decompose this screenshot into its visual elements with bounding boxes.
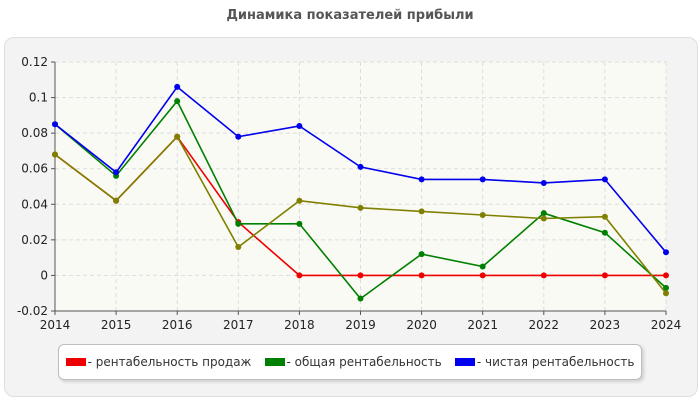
data-point: [235, 220, 242, 227]
y-tick-label: 0.08: [21, 126, 48, 140]
y-tick-label: 0.02: [21, 233, 48, 247]
data-point: [52, 121, 58, 128]
data-point: [357, 204, 364, 211]
data-point: [296, 220, 303, 227]
x-tick-label: 2022: [529, 318, 560, 332]
data-point: [601, 213, 608, 220]
x-tick-label: 2015: [101, 318, 132, 332]
data-point: [418, 176, 425, 183]
data-point: [479, 176, 486, 183]
data-point: [663, 249, 669, 256]
data-point: [113, 197, 120, 204]
data-point: [601, 176, 608, 183]
legend-item-sales-profitability: - рентабельность продаж: [65, 355, 252, 369]
data-point: [540, 215, 547, 222]
data-point: [296, 197, 303, 204]
y-tick-label: 0.06: [21, 162, 48, 176]
legend: - рентабельность продаж - общая рентабел…: [58, 344, 642, 380]
data-point: [601, 229, 608, 236]
data-point: [235, 243, 242, 250]
data-point: [663, 290, 669, 297]
data-point: [296, 123, 303, 130]
data-point: [540, 179, 547, 186]
series-lines: [52, 83, 669, 302]
data-point: [479, 211, 486, 218]
data-point: [663, 284, 669, 291]
legend-label: - рентабельность продаж: [87, 355, 252, 369]
plot-area: [55, 62, 666, 311]
data-point: [113, 169, 120, 176]
legend-item-net-profitability: - чистая рентабельность: [454, 355, 635, 369]
y-tick-label: 0.12: [21, 55, 48, 69]
data-point: [235, 133, 242, 140]
data-point: [479, 263, 486, 270]
data-point: [174, 133, 181, 140]
x-tick-label: 2016: [162, 318, 193, 332]
data-point: [663, 272, 669, 279]
x-tick-label: 2024: [651, 318, 682, 332]
legend-swatch-green: [264, 358, 285, 366]
x-tick-label: 2017: [223, 318, 254, 332]
data-point: [418, 208, 425, 215]
y-tick-label: 0.1: [29, 91, 48, 105]
x-axis-ticks: 2014 2015 2016 2017 2018 2019 2020 2021 2022 2023…: [40, 311, 682, 332]
data-point: [418, 272, 425, 279]
legend-label: - чистая рентабельность: [476, 355, 635, 369]
x-tick-label: 2018: [284, 318, 315, 332]
data-point: [296, 272, 303, 279]
data-point: [540, 272, 547, 279]
legend-swatch-red: [65, 358, 86, 366]
x-tick-label: 2020: [406, 318, 437, 332]
x-tick-label: 2019: [345, 318, 376, 332]
data-point: [174, 98, 181, 105]
data-point: [418, 251, 425, 258]
chart-title: Динамика показателей прибыли: [226, 8, 474, 23]
data-point: [357, 272, 364, 279]
data-point: [357, 295, 364, 302]
x-tick-label: 2021: [467, 318, 498, 332]
legend-item-total-profitability: - общая рентабельность: [264, 355, 442, 369]
y-tick-label: -0.02: [17, 304, 48, 318]
data-point: [357, 163, 364, 170]
data-point: [479, 272, 486, 279]
legend-swatch-blue: [454, 358, 475, 366]
data-point: [174, 83, 181, 90]
y-tick-label: 0: [40, 268, 48, 282]
y-axis-ticks: -0.02 0 0.02 0.04 0.06 0.08 0.1 0.12: [17, 55, 55, 318]
x-tick-label: 2014: [40, 318, 71, 332]
data-point: [540, 210, 547, 217]
legend-label: - общая рентабельность: [286, 355, 442, 369]
x-tick-label: 2023: [590, 318, 621, 332]
data-point: [52, 151, 58, 158]
data-point: [601, 272, 608, 279]
y-tick-label: 0.04: [21, 197, 48, 211]
